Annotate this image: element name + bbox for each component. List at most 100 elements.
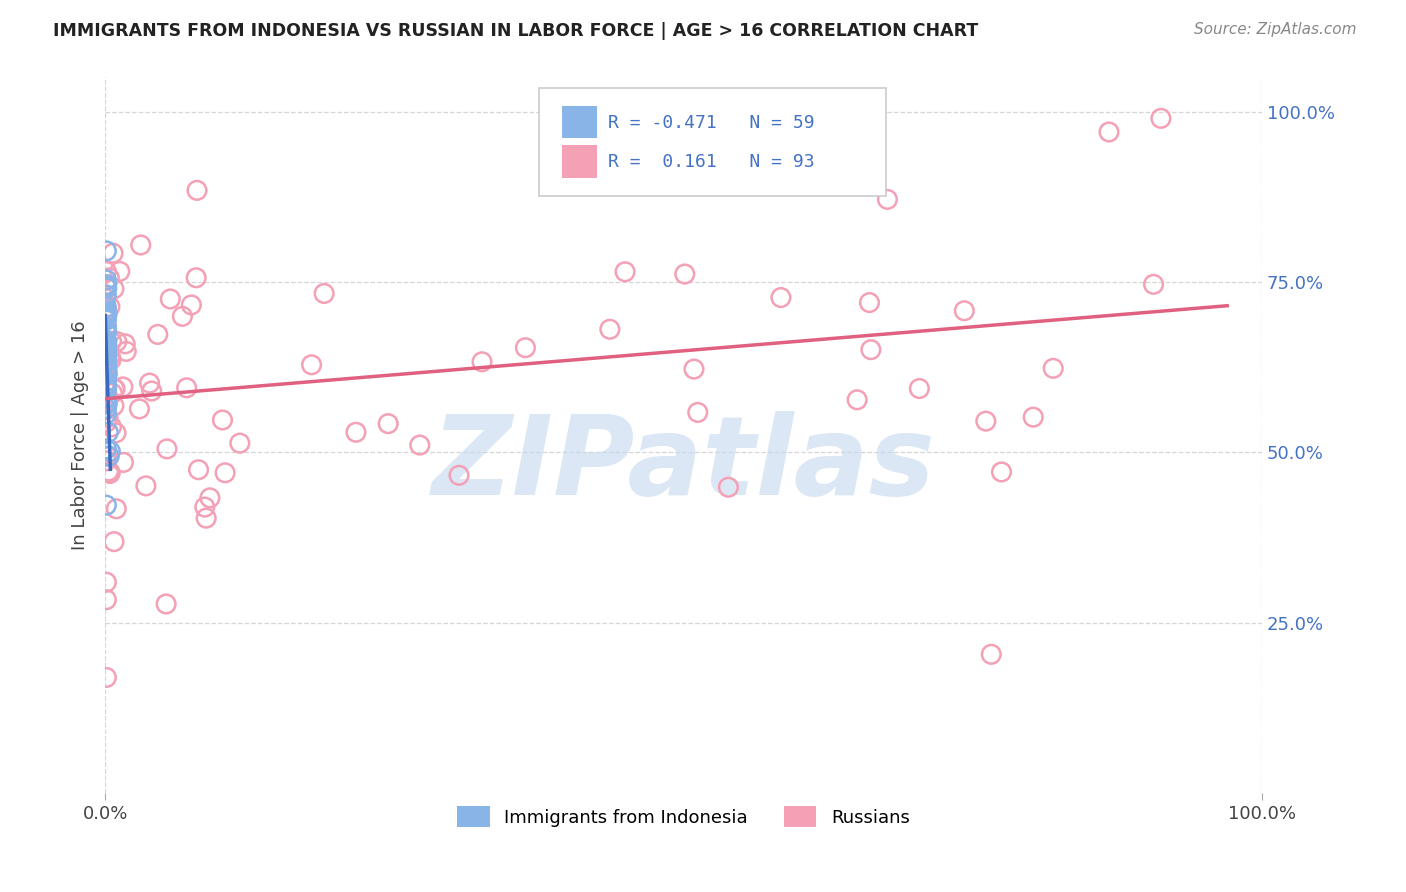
Point: [195, 511, 218, 525]
Point: [96, 453, 118, 467]
Point: [128, 401, 150, 416]
Point: [515, 341, 537, 355]
Point: [96, 360, 118, 375]
Legend: Immigrants from Indonesia, Russians: Immigrants from Indonesia, Russians: [450, 799, 917, 834]
Point: [96, 357, 118, 371]
Point: [97, 410, 120, 425]
Point: [96, 339, 118, 353]
Point: [96, 278, 118, 293]
Point: [96, 277, 118, 292]
Point: [96, 362, 118, 376]
Point: [229, 436, 252, 450]
Point: [96, 670, 118, 684]
Point: [96, 339, 118, 353]
Point: [96, 407, 118, 421]
Point: [908, 382, 931, 396]
Point: [96, 338, 118, 352]
Point: [96, 356, 118, 370]
Point: [96, 362, 118, 376]
Point: [100, 334, 122, 349]
Point: [105, 425, 128, 440]
Point: [1022, 410, 1045, 425]
Point: [186, 183, 208, 197]
Point: [115, 344, 138, 359]
Point: [301, 358, 323, 372]
Point: [96, 382, 118, 396]
Point: [96, 366, 118, 380]
Point: [673, 267, 696, 281]
Point: [96, 326, 118, 340]
Text: ZIPatlas: ZIPatlas: [432, 410, 935, 517]
FancyBboxPatch shape: [538, 88, 886, 195]
Point: [643, 104, 665, 119]
Point: [344, 425, 367, 440]
Point: [96, 365, 118, 379]
Point: [159, 292, 181, 306]
Point: [980, 648, 1002, 662]
Point: [100, 352, 122, 367]
Bar: [562, 106, 596, 138]
Point: [96, 338, 118, 352]
Point: [96, 401, 118, 416]
Point: [1150, 112, 1173, 126]
Point: [96, 358, 118, 372]
Point: [471, 355, 494, 369]
Point: [96, 302, 118, 317]
Point: [96, 442, 118, 456]
Point: [96, 377, 118, 392]
Point: [96, 575, 118, 590]
Point: [211, 413, 233, 427]
Point: [96, 292, 118, 306]
Y-axis label: In Labor Force | Age > 16: In Labor Force | Age > 16: [72, 320, 89, 550]
Point: [96, 380, 118, 394]
Point: [314, 286, 336, 301]
Point: [96, 375, 118, 389]
Point: [155, 597, 177, 611]
Point: [96, 333, 118, 347]
Point: [96, 322, 118, 336]
Point: [97, 425, 120, 440]
Point: [953, 303, 976, 318]
Point: [846, 392, 869, 407]
Point: [186, 270, 208, 285]
Point: [96, 592, 118, 607]
Point: [96, 335, 118, 350]
Text: IMMIGRANTS FROM INDONESIA VS RUSSIAN IN LABOR FORCE | AGE > 16 CORRELATION CHART: IMMIGRANTS FROM INDONESIA VS RUSSIAN IN …: [53, 22, 979, 40]
Point: [96, 337, 118, 351]
Point: [112, 455, 135, 469]
Point: [138, 376, 160, 391]
Point: [683, 362, 706, 376]
Point: [96, 353, 118, 368]
Point: [98, 449, 121, 463]
Point: [100, 352, 122, 367]
Point: [146, 327, 169, 342]
Point: [974, 414, 997, 428]
Text: R = -0.471   N = 59: R = -0.471 N = 59: [609, 113, 815, 131]
Point: [96, 450, 118, 464]
Point: [105, 501, 128, 516]
Point: [1042, 361, 1064, 376]
Point: [96, 280, 118, 294]
Point: [96, 397, 118, 411]
Point: [198, 491, 221, 505]
Point: [96, 310, 118, 324]
Point: [103, 382, 125, 396]
Point: [96, 349, 118, 363]
Point: [876, 193, 898, 207]
Text: R =  0.161   N = 93: R = 0.161 N = 93: [609, 153, 815, 171]
Point: [98, 466, 121, 480]
Point: [214, 466, 236, 480]
Point: [1098, 125, 1121, 139]
Point: [96, 391, 118, 405]
Point: [806, 141, 828, 155]
Point: [96, 380, 118, 394]
Point: [96, 244, 118, 258]
Point: [96, 340, 118, 354]
Point: [194, 500, 217, 514]
Point: [97, 464, 120, 478]
Point: [96, 321, 118, 335]
Point: [100, 420, 122, 434]
Point: [96, 264, 118, 278]
Point: [96, 281, 118, 295]
Point: [96, 307, 118, 321]
